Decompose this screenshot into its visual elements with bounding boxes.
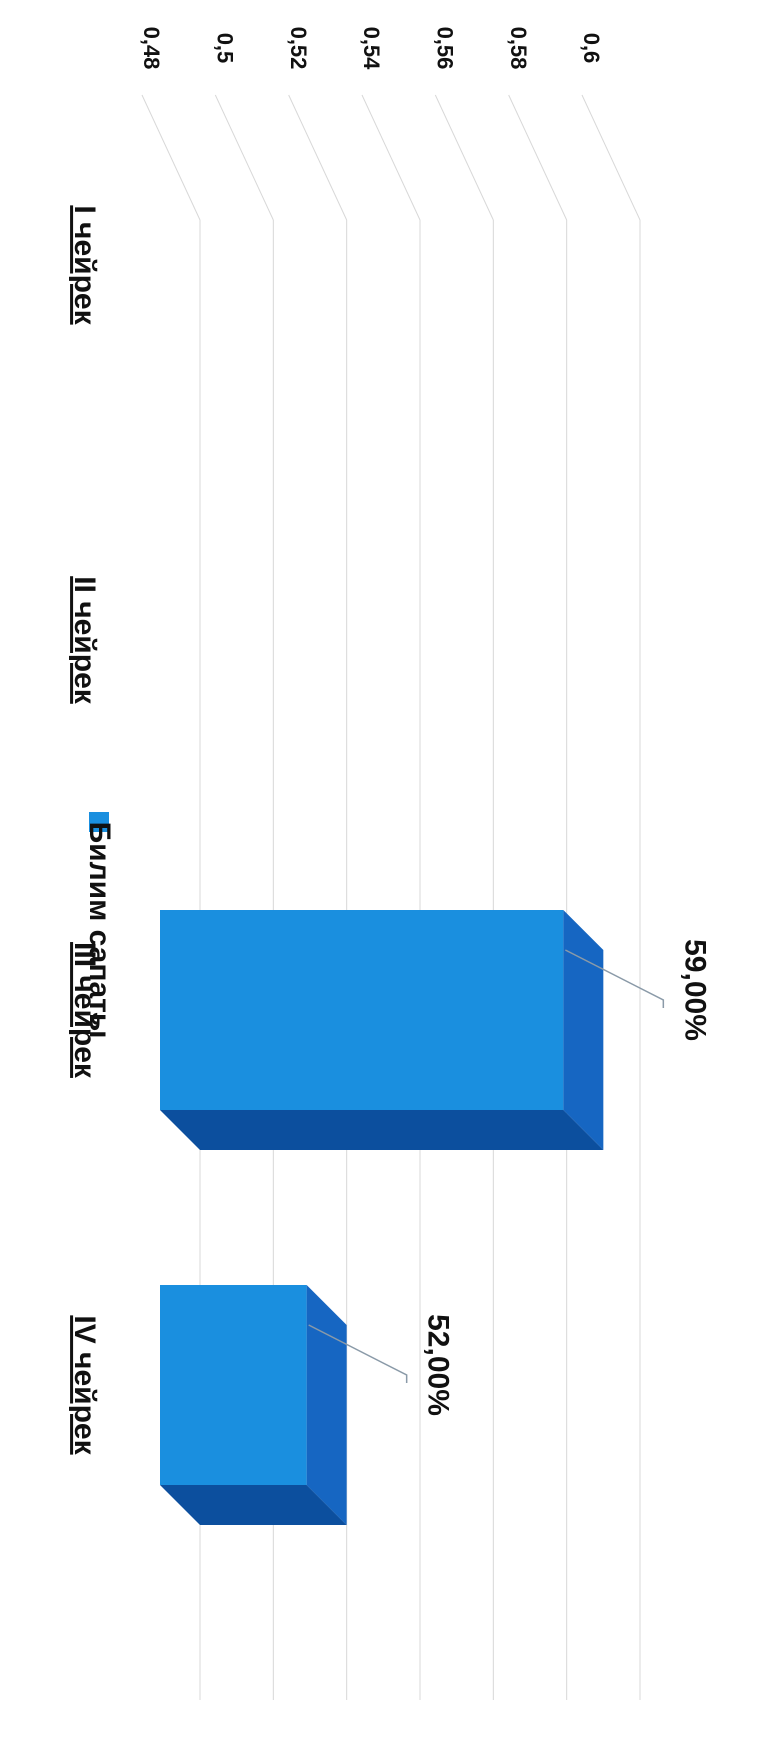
grid-line-diagonal <box>581 94 641 221</box>
grid-line-diagonal <box>141 94 201 221</box>
bar-top-face <box>563 910 604 1150</box>
legend-swatch <box>89 812 109 832</box>
leader-line <box>564 949 665 1008</box>
category-label: I чейрек <box>68 205 101 325</box>
x-tick-label: 0,54 <box>359 27 384 71</box>
category-label: II чейрек <box>68 576 101 705</box>
bar-top-face <box>306 1285 347 1525</box>
bar-side-face <box>160 1110 604 1150</box>
grid-line-diagonal <box>361 94 421 221</box>
x-tick-label: 0,58 <box>506 27 531 70</box>
leader-line <box>308 1324 408 1383</box>
grid-line-diagonal <box>434 94 494 221</box>
x-tick-label: 0,6 <box>579 33 604 64</box>
data-label: 52,00% <box>422 1314 455 1416</box>
category-label: III чейрек <box>68 942 101 1079</box>
bars <box>160 910 604 1525</box>
grid-line-diagonal <box>214 94 274 221</box>
bar <box>160 910 564 1110</box>
leader-lines <box>308 949 665 1383</box>
x-tick-label: 0,52 <box>286 27 311 70</box>
x-tick-label: 0,56 <box>433 27 458 70</box>
bar <box>160 1285 307 1485</box>
labels: 0,48 0,5 0,52 0,54 0,56 0,58 0,6 I чейрек II чей… <box>68 27 711 1456</box>
x-tick-label: 0,5 <box>213 33 238 64</box>
grid-line-diagonal <box>288 94 348 221</box>
legend-label: Билим сапаты <box>83 822 116 1039</box>
bar-side-face <box>160 1485 347 1525</box>
category-label: IV чейрек <box>68 1315 101 1455</box>
data-label: 59,00% <box>678 939 711 1041</box>
x-tick-label: 0,48 <box>139 27 164 70</box>
grid-line-diagonal <box>508 94 568 221</box>
